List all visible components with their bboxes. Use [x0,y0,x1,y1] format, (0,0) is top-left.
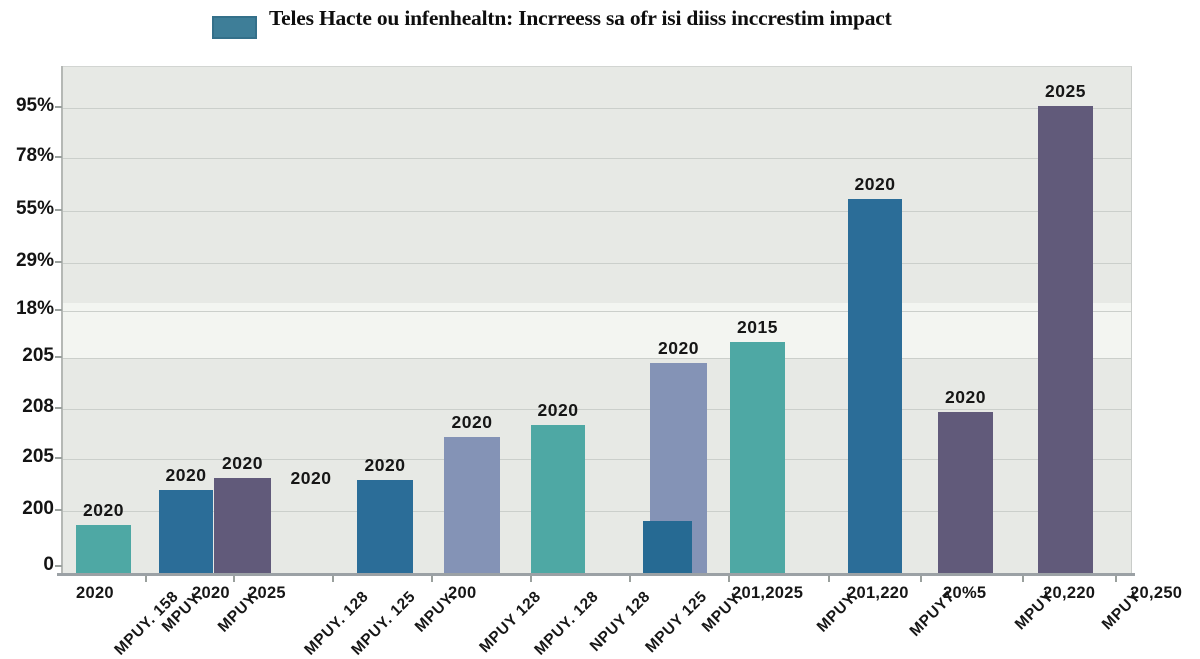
highlight-band [62,303,1131,359]
x-tick-mark [1115,576,1117,582]
gridline [62,358,1131,359]
bar-value-label: 2020 [658,338,699,358]
y-axis-tick-label: 200 [22,498,54,519]
y-tick-mark [55,156,62,158]
x-tick-label-horizontal: 2020 [76,584,114,602]
x-tick-label-horizontal: 20,220 [1043,584,1096,602]
y-axis-tick-label: 18% [15,298,54,319]
ghost-bar-label: 2020 [290,468,332,488]
bar [643,521,692,574]
y-tick-mark [55,356,62,358]
y-axis-tick-label: 205 [22,345,54,366]
x-tick-mark [629,576,631,582]
bar-value-label: 2020 [451,412,493,432]
bar-value-label: 2020 [945,387,986,407]
y-tick-mark [55,209,62,211]
bar-value-label: 2020 [854,174,896,194]
x-tick-mark [530,576,532,582]
x-tick-label-horizontal: 201,220 [847,584,909,602]
y-tick-mark [55,407,62,409]
y-axis-tick-label: 55% [15,198,54,219]
bar-value-label: 2025 [1045,81,1086,101]
bar-value-label: 2015 [737,317,778,337]
bar-value-label: 2020 [83,500,124,520]
y-axis-tick-label: 0 [43,554,54,575]
bar [848,199,902,574]
y-tick-mark [55,261,62,263]
gridline [62,511,1131,512]
bar [444,437,500,574]
x-axis-line [57,573,1135,576]
bar [531,425,585,574]
gridline [62,158,1131,159]
bar-value-label: 2020 [364,455,406,475]
x-tick-label-horizontal: 2025 [248,584,286,602]
x-tick-mark [431,576,433,582]
bar-value-label: 2020 [537,400,579,420]
x-tick-mark [145,576,147,582]
bar [214,478,271,574]
x-tick-mark [728,576,730,582]
plot-area [62,66,1132,574]
x-tick-mark [332,576,334,582]
x-tick-label-horizontal: 20,250 [1130,584,1183,602]
gridline [62,108,1131,109]
x-tick-label-horizontal: 2020 [192,584,230,602]
y-tick-mark [55,106,62,108]
bar-value-label: 2020 [222,453,263,473]
bar [357,480,413,574]
gridline [62,263,1131,264]
x-tick-label-horizontal: 200 [448,584,477,602]
bar [730,342,785,574]
gridline [62,459,1131,460]
y-axis-tick-label: 78% [15,145,54,166]
y-tick-mark [55,457,62,459]
y-tick-mark [55,509,62,511]
x-tick-label-horizontal: 201,2025 [732,584,804,602]
y-axis-line [61,66,63,574]
y-axis-tick-label: 29% [15,250,54,271]
x-tick-mark [233,576,235,582]
x-tick-mark [828,576,830,582]
gridline [62,211,1131,212]
y-axis-tick-label: 95% [15,95,54,116]
bar [1038,106,1093,574]
legend-swatch [212,16,257,39]
y-tick-mark [55,309,62,311]
legend-label: Teles Hacte ou infenhealtn: Incrreess sa… [269,6,892,30]
y-axis-tick-label: 205 [22,446,54,467]
gridline [62,311,1131,312]
gridline [62,409,1131,410]
y-tick-mark [55,565,62,567]
x-tick-label-horizontal: 20%5 [943,584,987,602]
x-tick-mark [1022,576,1024,582]
bar-value-label: 2020 [165,465,207,485]
x-tick-mark [920,576,922,582]
bar [76,525,131,574]
bar [938,412,993,574]
y-axis-tick-label: 208 [22,396,54,417]
bar [159,490,213,574]
